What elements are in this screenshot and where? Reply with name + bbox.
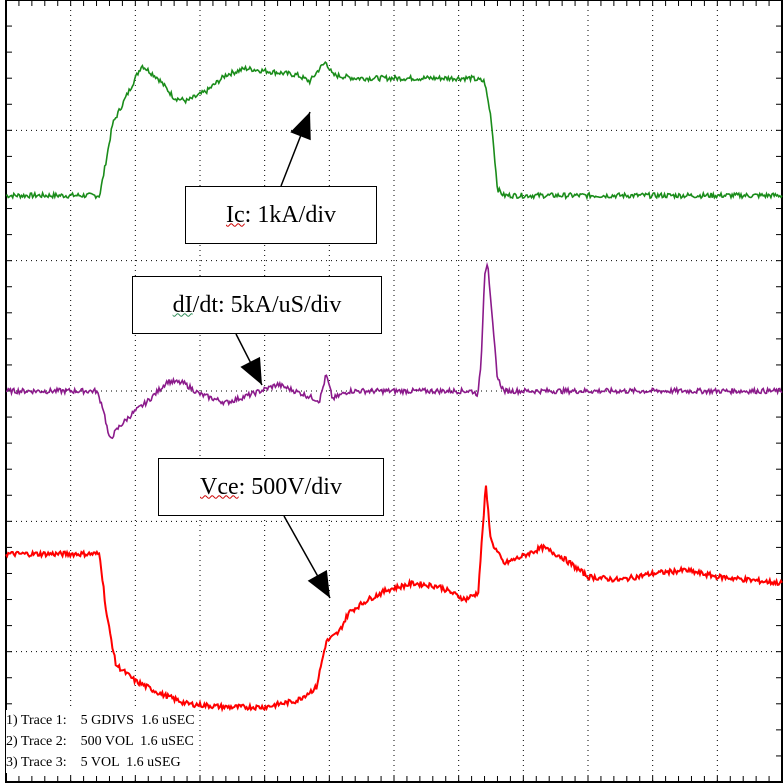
trace-ic xyxy=(5,61,783,201)
callout-didt: dI/dt: 5kA/uS/div xyxy=(132,276,382,334)
callout-ic-main: Ic xyxy=(226,201,245,228)
trace-legend-line-1: 1) Trace 1: 5 GDIVS 1.6 uSEC xyxy=(6,713,195,728)
callout-ic-rest: : 1kA/div xyxy=(244,201,336,228)
trace-vce xyxy=(5,485,783,713)
arrow-didt xyxy=(235,333,263,386)
annotation-arrows xyxy=(235,111,331,599)
arrow-ic-head xyxy=(290,112,311,141)
callout-ic: Ic: 1kA/div xyxy=(185,186,377,244)
callout-vce-rest: : 500V/div xyxy=(238,473,342,500)
trace-legend: 1) Trace 1: 5 GDIVS 1.6 uSEC 2) Trace 2:… xyxy=(6,710,199,773)
traces xyxy=(5,61,783,713)
arrow-vce xyxy=(283,515,331,599)
callout-didt-main: dI xyxy=(172,291,193,318)
arrow-vce-head xyxy=(307,569,330,598)
trace-legend-line-2: 2) Trace 2: 500 VOL 1.6 uSEC xyxy=(6,734,194,749)
callout-didt-rest: /dt: 5kA/uS/div xyxy=(192,291,342,318)
callout-vce-main: Vce xyxy=(200,473,239,500)
arrow-ic xyxy=(280,111,311,187)
arrow-didt-head xyxy=(240,356,262,385)
trace-legend-line-3: 3) Trace 3: 5 VOL 1.6 uSEG xyxy=(6,755,181,770)
trace-didt xyxy=(5,261,783,440)
callout-vce: Vce: 500V/div xyxy=(158,458,384,516)
